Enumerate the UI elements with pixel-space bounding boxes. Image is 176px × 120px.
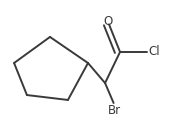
Text: Br: Br — [108, 104, 121, 117]
Text: Cl: Cl — [148, 45, 160, 58]
Text: O: O — [103, 15, 113, 28]
